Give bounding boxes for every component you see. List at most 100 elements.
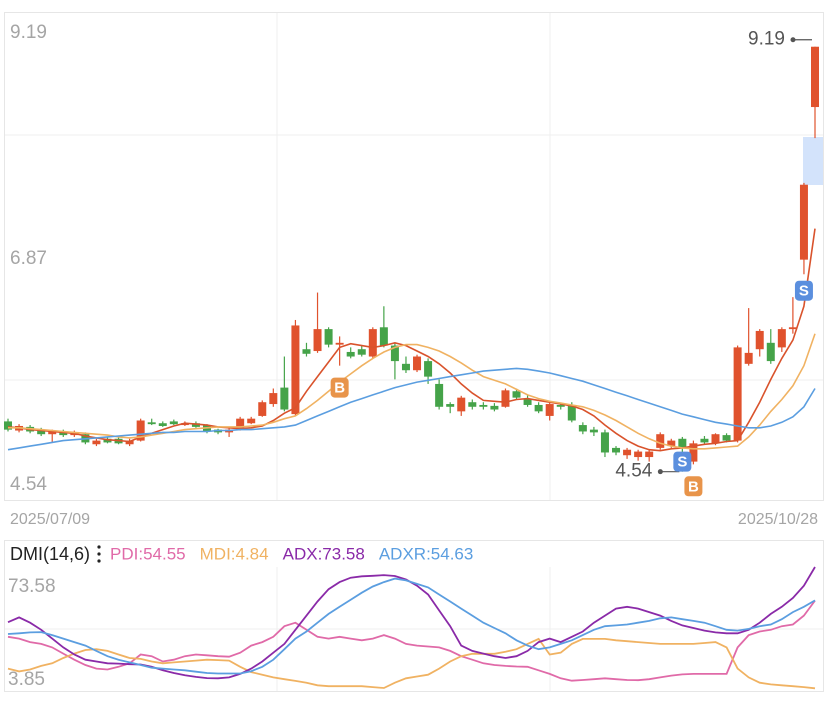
ma-line	[7, 367, 816, 451]
candle-body	[468, 402, 477, 407]
candle-body	[435, 383, 444, 407]
candle-body	[490, 405, 499, 410]
candle-body	[612, 447, 621, 453]
candle-body	[788, 327, 797, 330]
dmi-panel	[4, 540, 824, 692]
candle-body	[600, 432, 609, 453]
signal-marker	[673, 451, 692, 472]
signal-label: B	[688, 478, 699, 495]
candle-body	[457, 397, 466, 412]
extreme-dot	[790, 37, 796, 43]
candle-body	[313, 329, 322, 352]
candle-body	[446, 404, 455, 407]
candle-body	[656, 434, 665, 448]
extreme-label: 4.54	[615, 461, 652, 482]
candle-body	[799, 184, 808, 260]
legend-entry: MDI:4.84	[200, 544, 269, 563]
signal-marker	[794, 280, 813, 301]
candle-body	[479, 404, 488, 407]
dmi-line	[7, 577, 816, 675]
candle-body	[766, 342, 775, 362]
candle-body	[645, 451, 654, 458]
candle-body	[368, 329, 377, 357]
price-panel	[4, 12, 824, 501]
candle-body	[512, 391, 521, 398]
candle-body	[733, 347, 742, 441]
menu-dot	[97, 559, 101, 563]
candle-body	[711, 434, 720, 444]
candle-body	[578, 425, 587, 432]
highlight-band	[803, 137, 823, 185]
candle-body	[324, 329, 333, 345]
candle-body	[191, 423, 200, 427]
candle-body	[258, 402, 267, 416]
dmi-line	[7, 600, 816, 682]
signal-label: S	[799, 283, 809, 300]
candle-body	[291, 325, 300, 415]
candle-body	[589, 429, 598, 433]
y-tick-label: 6.87	[10, 248, 47, 269]
y-tick-label: 73.58	[8, 576, 56, 597]
candle-body	[545, 404, 554, 416]
candle-body	[722, 435, 731, 441]
legend-entry: ADXR:54.63	[379, 544, 474, 563]
candle-body	[413, 356, 422, 371]
candle-body	[302, 349, 311, 354]
y-tick-label: 3.85	[8, 669, 45, 690]
candle-body	[247, 418, 256, 424]
y-tick-label: 4.54	[10, 474, 47, 495]
x-tick-label: 2025/07/09	[10, 511, 90, 528]
candle-body	[501, 390, 510, 407]
candle-body	[667, 440, 676, 447]
candle-body	[678, 438, 687, 448]
menu-dot	[97, 552, 101, 556]
candle-body	[37, 429, 46, 435]
candle-body	[390, 345, 399, 362]
dmi-title: DMI(14,6)	[10, 544, 90, 564]
candle-body	[147, 422, 156, 425]
candle-body	[59, 431, 68, 436]
candle-body	[136, 420, 145, 441]
candle-body	[623, 449, 632, 456]
candle-body	[567, 404, 576, 421]
extreme-label: 9.19	[748, 29, 785, 50]
candle-body	[700, 438, 709, 443]
candle-body	[103, 438, 112, 443]
candle-body	[755, 330, 764, 350]
ma-line	[8, 333, 816, 450]
legend-entry: PDI:54.55	[110, 544, 186, 563]
candle-body	[92, 440, 101, 445]
candle-body	[777, 329, 786, 348]
candle-body	[4, 421, 12, 430]
candle-body	[744, 352, 753, 364]
signal-label: B	[334, 380, 345, 397]
candle-body	[534, 404, 543, 412]
candle-body	[523, 399, 532, 405]
candle-body	[125, 440, 134, 445]
candle-body	[346, 351, 355, 357]
candle-body	[48, 431, 57, 435]
candle-body	[689, 443, 698, 462]
candle-body	[158, 423, 167, 426]
candle-body	[180, 423, 189, 426]
signal-label: S	[677, 454, 687, 471]
legend-entry: ADX:73.58	[283, 544, 365, 563]
candle-body	[811, 46, 819, 108]
candle-body	[236, 418, 245, 430]
candle-body	[169, 421, 178, 425]
signal-marker	[330, 377, 349, 398]
x-tick-label: 2025/10/28	[738, 511, 818, 528]
candle-body	[634, 451, 643, 458]
extreme-dot	[657, 469, 663, 475]
candle-body	[335, 342, 344, 345]
candle-body	[357, 349, 366, 355]
y-tick-label: 9.19	[10, 22, 47, 43]
candle-body	[379, 327, 388, 346]
candle-body	[556, 404, 565, 407]
signal-marker	[684, 476, 703, 497]
candle-body	[424, 361, 433, 377]
dmi-line	[7, 637, 816, 690]
candle-body	[269, 393, 278, 405]
